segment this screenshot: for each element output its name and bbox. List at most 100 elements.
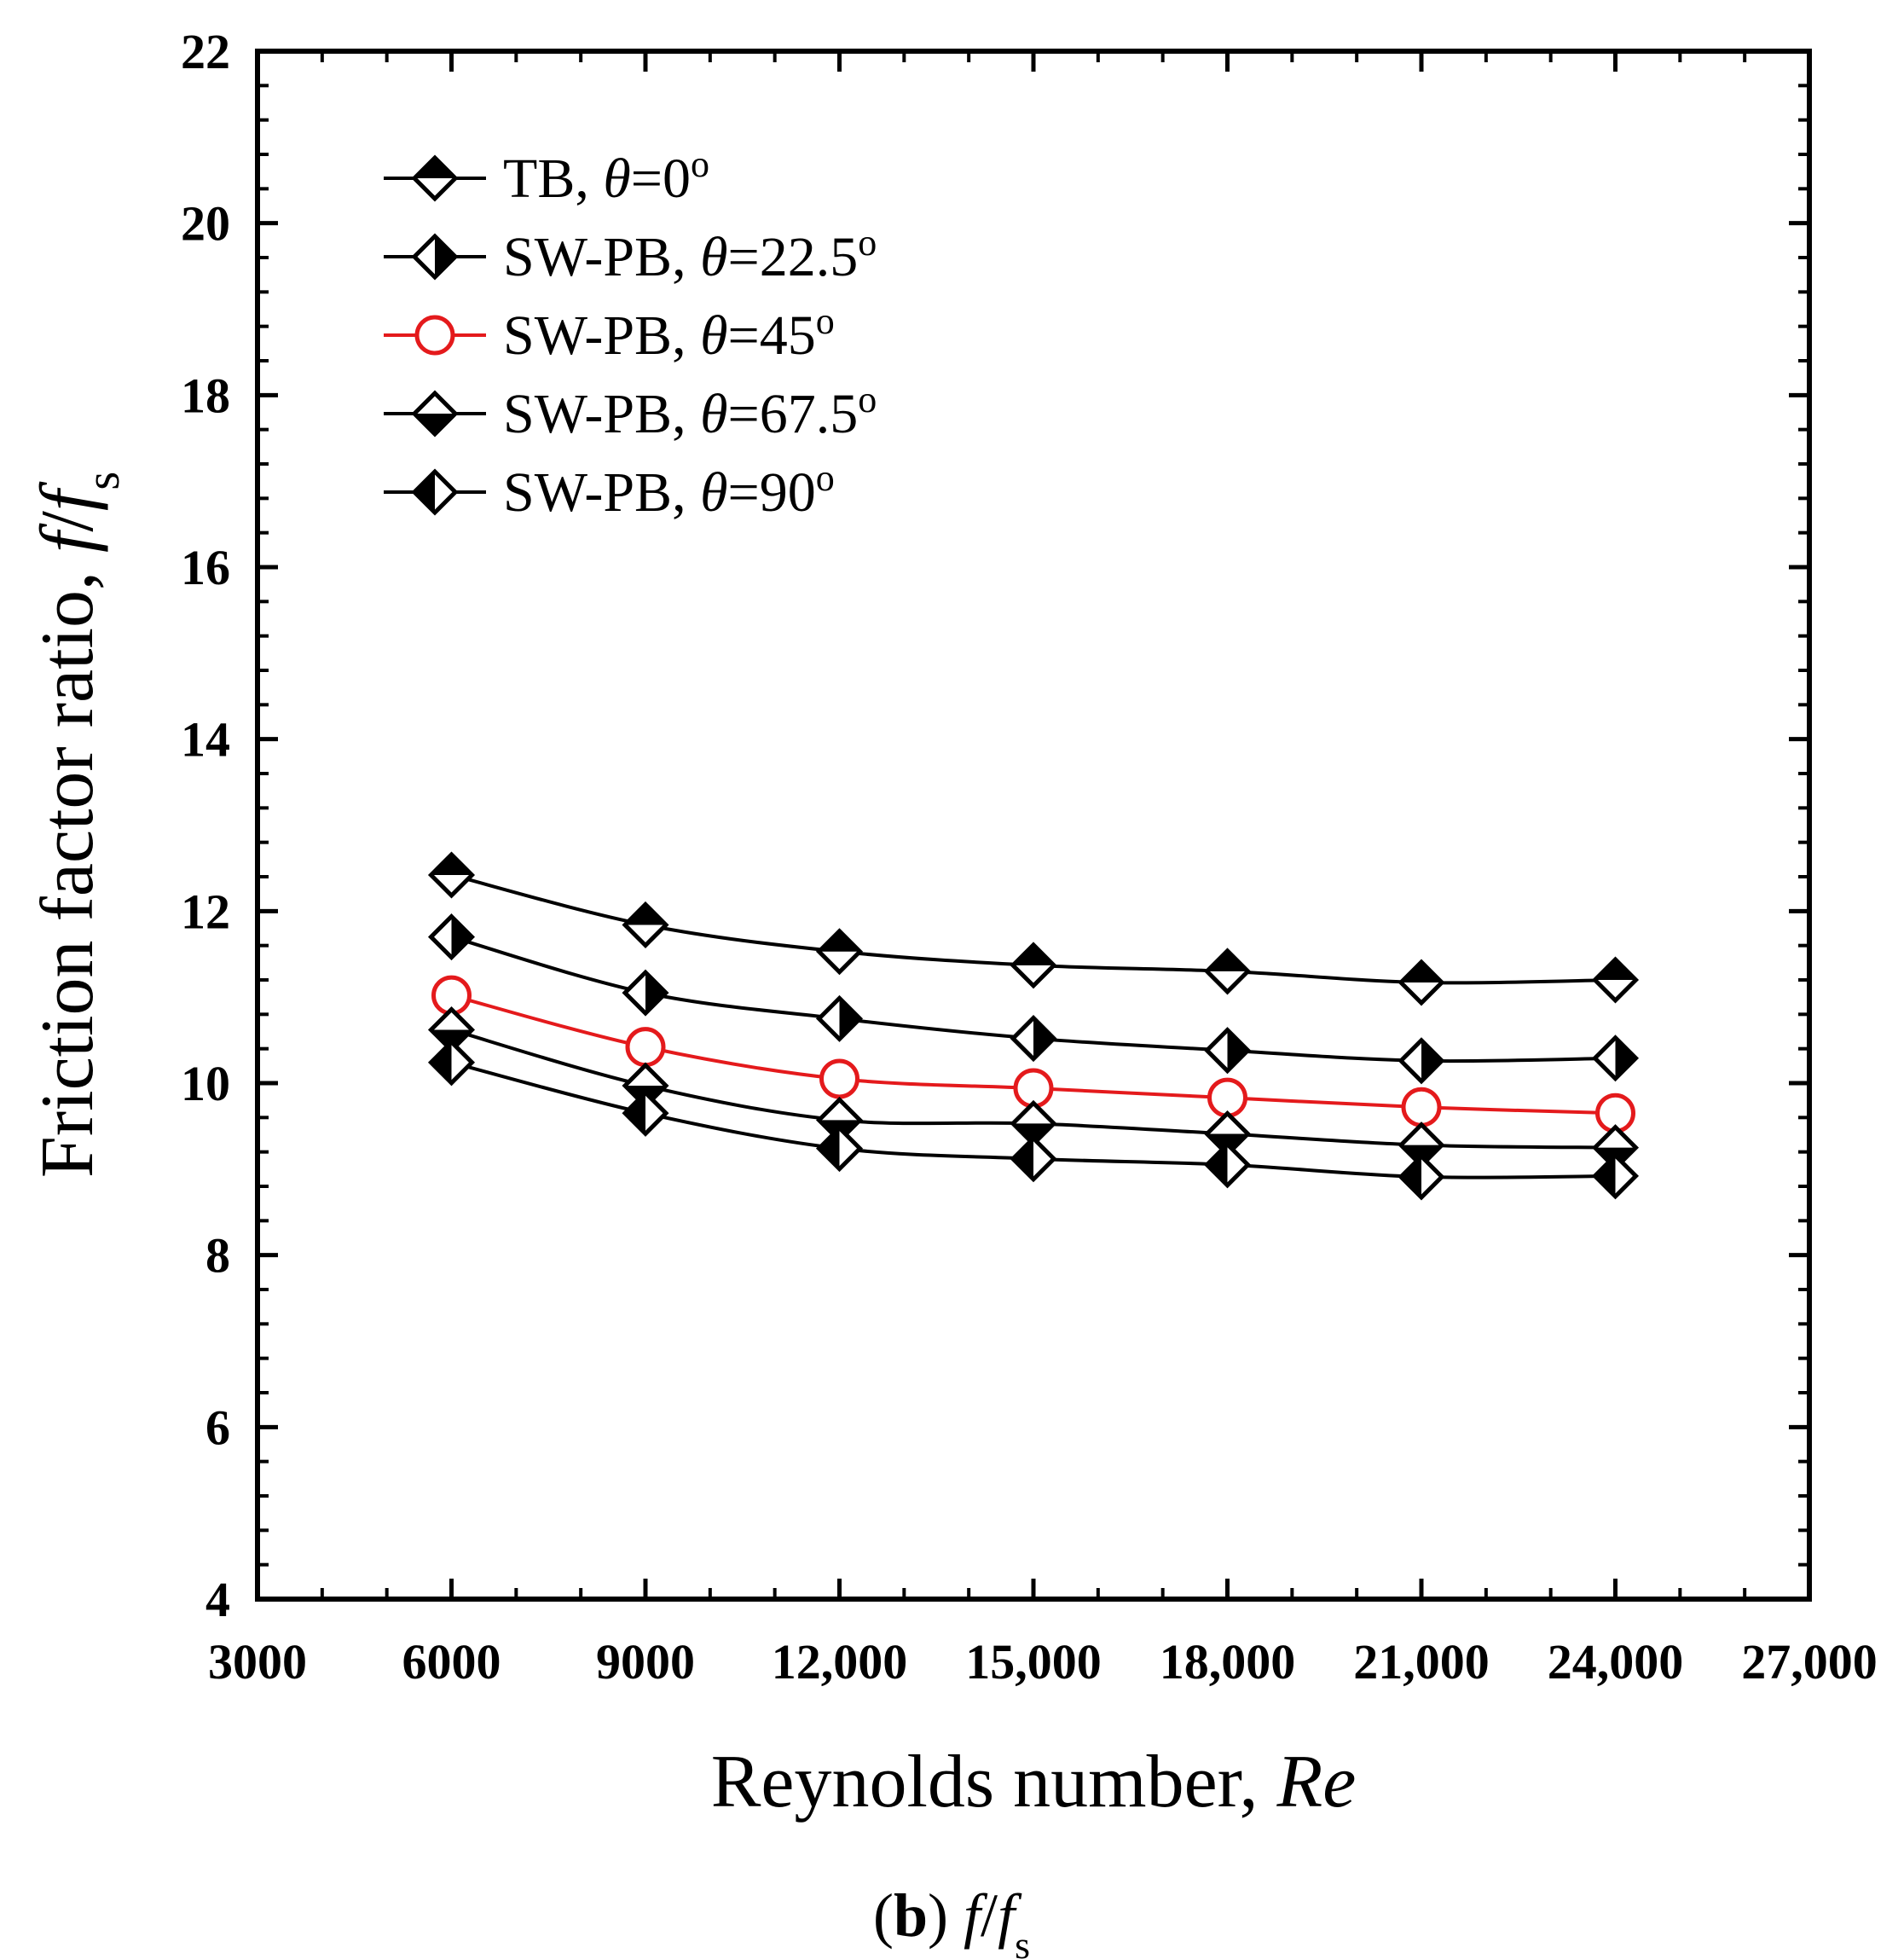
legend-series-name: SW-PB, [503, 304, 700, 367]
x-tick-label: 27,000 [1741, 1634, 1878, 1689]
data-point-diamond-fill [435, 236, 455, 277]
legend-theta: θ [700, 226, 727, 288]
data-point-diamond-fill [1401, 1156, 1421, 1197]
data-point-diamond-fill [451, 916, 472, 958]
data-point-diamond [622, 1089, 669, 1137]
caption-sep: / [981, 1881, 998, 1950]
series-5 [427, 1039, 1640, 1201]
data-point-diamond [1010, 1015, 1057, 1063]
data-point-diamond [411, 233, 459, 281]
data-point-diamond-fill [1207, 1144, 1228, 1185]
data-point-diamond-fill [1421, 1040, 1442, 1081]
x-tick-label: 6000 [402, 1634, 501, 1689]
data-point-diamond [427, 851, 476, 899]
x-axis-title-variable: Re [1276, 1741, 1356, 1823]
data-point-diamond [411, 390, 459, 438]
legend-degree: o [691, 143, 709, 185]
data-point-diamond-fill [625, 904, 666, 925]
legend-theta-value: =67.5 [728, 383, 859, 445]
data-point-diamond [1398, 1037, 1445, 1085]
data-point-diamond-fill [1401, 962, 1442, 983]
data-point-diamond-fill [1207, 950, 1248, 971]
legend-label: TB, θ=0o [503, 143, 709, 211]
data-point-diamond [1010, 1135, 1057, 1183]
data-point-diamond [1398, 959, 1445, 1006]
legend-entry: SW-PB, θ=22.5o [384, 222, 877, 288]
plot-frame [255, 49, 1812, 1602]
data-point-diamond-fill [1033, 1017, 1054, 1059]
series-1 [427, 851, 1640, 1006]
data-point-diamond [622, 969, 669, 1017]
y-tick-label: 16 [181, 540, 230, 595]
data-point-diamond [1591, 1035, 1640, 1082]
caption-label: b [894, 1881, 928, 1950]
y-tick-label: 20 [181, 196, 230, 252]
data-point-diamond-fill [414, 472, 435, 513]
axis-ticks [255, 49, 1812, 1602]
x-tick-label: 12,000 [772, 1634, 908, 1689]
y-axis-title-sep: / [26, 511, 109, 532]
data-point-diamond-fill [1594, 959, 1636, 980]
y-tick-label: 14 [181, 712, 230, 768]
data-point-diamond [1203, 948, 1252, 995]
data-point-diamond-fill [1615, 1037, 1636, 1079]
legend-theta-value: =0 [631, 148, 691, 210]
data-point-diamond-fill [414, 414, 455, 434]
data-point-diamond [1591, 1152, 1640, 1200]
x-tick-label: 21,000 [1353, 1634, 1490, 1689]
legend-entry: SW-PB, θ=67.5o [384, 379, 877, 446]
data-point-diamond-fill [1013, 1123, 1054, 1145]
legend-theta: θ [700, 461, 727, 524]
y-tick-label: 12 [181, 884, 230, 939]
data-point-diamond [411, 154, 459, 202]
data-point-circle [414, 315, 455, 356]
series-4 [427, 1006, 1640, 1172]
legend-theta: θ [603, 148, 630, 210]
x-tick-label: 3000 [208, 1634, 307, 1689]
x-tick-label: 18,000 [1160, 1634, 1296, 1689]
data-point-diamond [622, 901, 669, 949]
x-tick-label: 15,000 [965, 1634, 1102, 1689]
legend-series-name: SW-PB, [503, 461, 700, 524]
data-point-diamond [1010, 942, 1057, 989]
legend-theta-value: =45 [728, 304, 816, 367]
y-tick-label: 22 [181, 24, 230, 79]
data-point-circle [1401, 1087, 1442, 1127]
data-point-diamond [1591, 956, 1640, 1004]
data-point-diamond-fill [1227, 1029, 1248, 1071]
caption-subscript: s [1015, 1923, 1030, 1959]
y-tick-label: 18 [181, 368, 230, 423]
legend-label: SW-PB, θ=90o [503, 457, 835, 525]
y-axis-title-text: Friction factor ratio, [26, 553, 109, 1178]
legend-theta-value: =22.5 [728, 226, 859, 288]
legend-degree: o [858, 222, 877, 264]
data-point-circle [625, 1027, 666, 1068]
legend-theta: θ [700, 383, 727, 445]
data-point-diamond-fill [819, 1127, 840, 1169]
x-tick-label: 9000 [596, 1634, 695, 1689]
data-point-diamond [427, 913, 476, 961]
data-point-diamond-fill [431, 854, 472, 875]
data-point-diamond [815, 1125, 864, 1173]
caption-paren-close: ) [928, 1881, 964, 1950]
y-tick-label: 8 [205, 1228, 230, 1284]
data-point-diamond [427, 1039, 476, 1087]
legend-series-name: SW-PB, [503, 383, 700, 445]
x-axis-title-text: Reynolds number, [711, 1741, 1277, 1823]
data-point-diamond [815, 994, 864, 1042]
legend-entry: TB, θ=0o [384, 143, 709, 211]
data-point-diamond [1398, 1153, 1445, 1201]
x-axis-title: Reynolds number, Re [711, 1741, 1357, 1823]
data-point-diamond [1203, 1141, 1252, 1189]
y-tick-label: 10 [181, 1056, 230, 1111]
series-2 [427, 913, 1640, 1085]
data-point-diamond [1203, 1027, 1252, 1075]
axis-tick-labels: 3000 6000 9000 12,000 15,000 18,000 21,000 24,0… [181, 24, 1878, 1689]
legend-entry: SW-PB, θ=90o [384, 457, 835, 525]
legend-label: SW-PB, θ=67.5o [503, 379, 877, 446]
data-point-diamond-fill [839, 998, 860, 1040]
data-point-diamond-fill [1013, 944, 1054, 965]
data-point-diamond-fill [1013, 1138, 1033, 1179]
